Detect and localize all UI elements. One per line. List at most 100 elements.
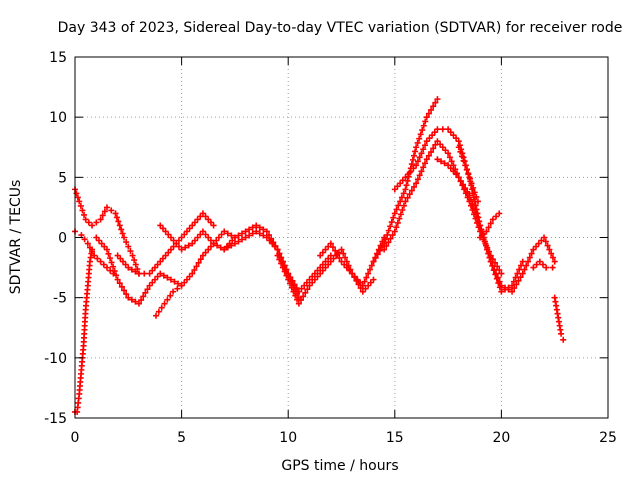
data-point xyxy=(445,150,452,157)
data-point xyxy=(274,246,281,253)
data-point-fill xyxy=(515,277,522,284)
data-point-fill xyxy=(170,243,177,250)
y-tick-label: 5 xyxy=(58,170,67,186)
data-point xyxy=(498,282,505,289)
data-point-fill xyxy=(405,171,412,178)
data-point-fill xyxy=(322,246,329,253)
data-point-fill xyxy=(217,244,224,251)
data-point-fill xyxy=(279,264,286,271)
data-point-fill xyxy=(191,219,198,226)
y-tick-label: 10 xyxy=(49,110,67,126)
data-point-fill xyxy=(122,261,129,268)
data-point xyxy=(434,96,441,103)
data-point xyxy=(285,276,292,283)
data-point-fill xyxy=(202,249,209,256)
data-point-fill xyxy=(110,263,117,270)
data-point-fill xyxy=(194,216,201,223)
data-point-fill xyxy=(151,276,158,283)
data-point xyxy=(178,234,185,241)
data-point-fill xyxy=(171,278,178,285)
data-point-fill xyxy=(365,282,372,289)
data-point-fill xyxy=(501,284,508,291)
data-point-fill xyxy=(249,224,256,231)
data-point xyxy=(189,222,196,229)
data-point xyxy=(103,246,110,253)
data-point-fill xyxy=(472,209,479,216)
data-point-fill xyxy=(511,285,518,292)
data-point xyxy=(157,270,164,277)
data-point-fill xyxy=(334,251,341,258)
data-point-fill xyxy=(99,212,106,219)
data-point xyxy=(76,198,83,205)
data-point xyxy=(97,216,104,223)
x-tick-label: 20 xyxy=(492,430,510,446)
data-point-fill xyxy=(224,230,231,237)
data-point xyxy=(483,228,490,235)
data-point-fill xyxy=(367,279,374,286)
data-point-fill xyxy=(108,207,115,214)
data-point-fill xyxy=(410,183,417,190)
data-point-fill xyxy=(394,219,401,226)
series-track-16 xyxy=(477,210,503,241)
data-point-fill xyxy=(123,291,130,298)
data-point-fill xyxy=(460,157,467,164)
data-point-fill xyxy=(372,254,379,261)
data-point-fill xyxy=(430,145,437,152)
data-point xyxy=(509,288,516,295)
data-point-fill xyxy=(155,308,162,315)
data-point-fill xyxy=(363,274,370,281)
data-point xyxy=(423,156,430,163)
data-point-fill xyxy=(428,149,435,156)
data-point xyxy=(103,264,110,271)
data-point-fill xyxy=(228,242,235,249)
data-point-fill xyxy=(95,237,102,244)
data-point-fill xyxy=(154,261,161,268)
grid xyxy=(75,57,608,418)
data-point-fill xyxy=(235,232,242,239)
data-point xyxy=(157,258,164,265)
data-point xyxy=(474,198,481,205)
data-point-fill xyxy=(151,264,158,271)
data-point xyxy=(536,258,543,265)
data-point xyxy=(125,264,132,271)
data-point-fill xyxy=(298,285,305,292)
data-point xyxy=(125,294,132,301)
data-point-fill xyxy=(98,240,105,247)
data-point xyxy=(455,144,462,151)
data-point-fill xyxy=(173,240,180,247)
data-point-fill xyxy=(416,135,423,142)
data-point-fill xyxy=(341,261,348,268)
data-point-fill xyxy=(407,168,414,175)
data-point xyxy=(112,210,119,217)
data-point xyxy=(434,156,441,163)
data-point-fill xyxy=(485,250,492,257)
data-point-fill xyxy=(215,234,222,241)
data-point-fill xyxy=(183,276,190,283)
data-point-fill xyxy=(73,190,80,197)
data-point-fill xyxy=(418,150,425,157)
data-point xyxy=(519,258,526,265)
data-point-fill xyxy=(117,255,124,262)
data-point-fill xyxy=(186,225,193,232)
data-point-fill xyxy=(549,254,556,261)
data-point xyxy=(199,228,206,235)
data-point-fill xyxy=(478,226,485,233)
data-point-fill xyxy=(182,244,189,251)
data-point xyxy=(189,270,196,277)
y-tick-label: 0 xyxy=(58,231,67,247)
data-point xyxy=(519,270,526,277)
data-point-fill xyxy=(319,267,326,274)
data-point xyxy=(221,228,228,235)
data-point-fill xyxy=(417,131,424,138)
data-point xyxy=(487,258,494,265)
data-point xyxy=(391,210,398,217)
data-point xyxy=(129,252,136,259)
data-point-fill xyxy=(426,135,433,142)
data-point xyxy=(135,270,142,277)
data-point-fill xyxy=(181,279,188,286)
data-point-fill xyxy=(387,223,394,230)
data-point-fill xyxy=(138,297,145,304)
data-point-fill xyxy=(329,244,336,251)
data-point-fill xyxy=(448,158,455,165)
data-point-fill xyxy=(127,248,134,255)
